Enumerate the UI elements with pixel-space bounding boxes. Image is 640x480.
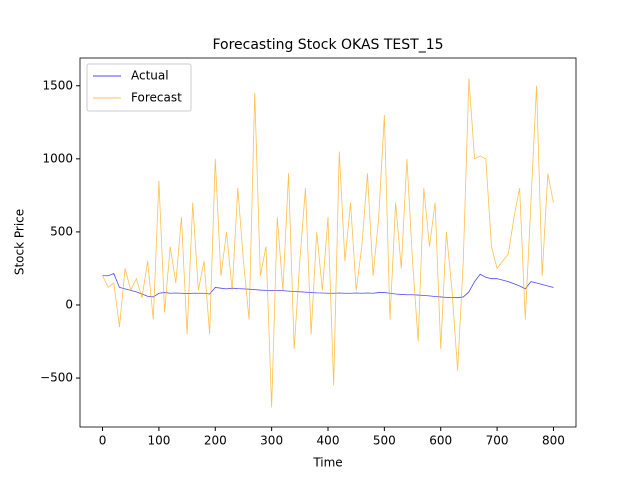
x-tick-label: 0 [99, 434, 107, 448]
x-tick-label: 500 [373, 434, 396, 448]
x-axis-label: Time [312, 456, 342, 470]
chart-title: Forecasting Stock OKAS TEST_15 [212, 37, 443, 53]
x-tick-label: 600 [429, 434, 452, 448]
x-tick-label: 300 [260, 434, 283, 448]
y-axis-label: Stock Price [13, 209, 27, 275]
y-tick-label: 0 [65, 297, 73, 311]
x-tick-label: 200 [204, 434, 227, 448]
y-tick-label: 1000 [42, 151, 73, 165]
legend-label: Forecast [131, 91, 182, 105]
y-tick-label: 500 [50, 224, 73, 238]
y-tick-label: −500 [40, 371, 73, 385]
series-line [102, 78, 554, 408]
legend-label: Actual [131, 69, 169, 83]
x-tick-label: 100 [147, 434, 170, 448]
x-tick-label: 700 [486, 434, 509, 448]
series-line [102, 273, 554, 299]
x-tick-label: 400 [317, 434, 340, 448]
x-tick-label: 800 [542, 434, 565, 448]
y-tick-label: 1500 [42, 78, 73, 92]
plot-frame [79, 57, 577, 428]
